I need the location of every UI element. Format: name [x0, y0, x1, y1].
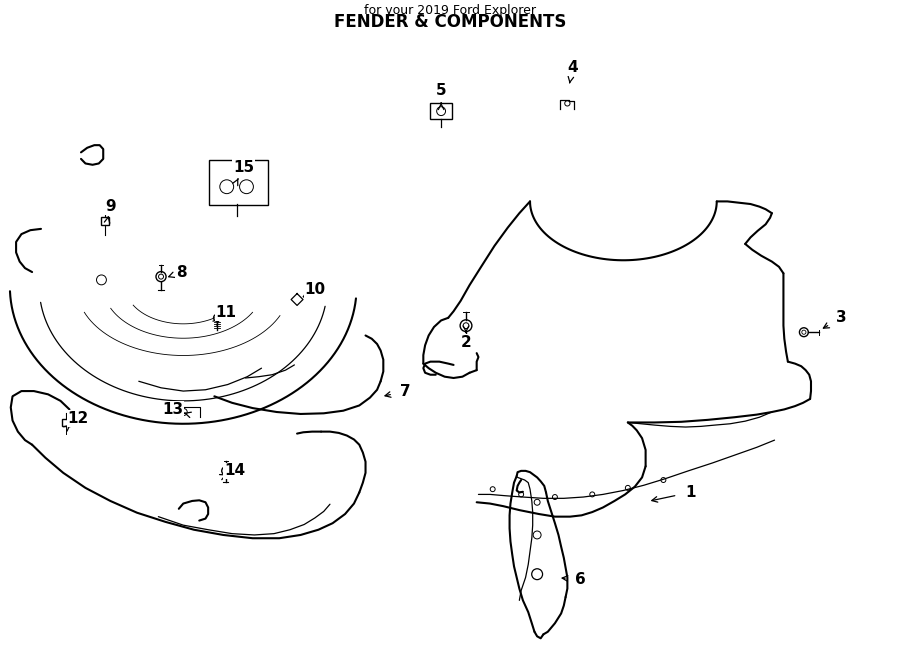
Text: 9: 9 — [105, 199, 116, 214]
Bar — [62, 419, 69, 426]
Text: 5: 5 — [436, 83, 446, 98]
Text: 13: 13 — [162, 402, 183, 417]
Text: 12: 12 — [68, 411, 89, 426]
Bar — [209, 160, 268, 205]
Text: 10: 10 — [304, 282, 326, 297]
Bar — [102, 217, 109, 224]
Text: 8: 8 — [176, 265, 187, 279]
Text: 6: 6 — [575, 572, 586, 587]
Text: 15: 15 — [233, 160, 255, 175]
Bar — [430, 103, 452, 119]
Text: FENDER & COMPONENTS: FENDER & COMPONENTS — [334, 13, 566, 30]
Text: 1: 1 — [685, 485, 696, 500]
Text: 4: 4 — [567, 60, 578, 75]
Text: 3: 3 — [836, 310, 847, 325]
Text: 11: 11 — [215, 305, 237, 320]
Text: for your 2019 Ford Explorer: for your 2019 Ford Explorer — [364, 4, 536, 17]
Text: 14: 14 — [224, 463, 246, 479]
Text: 2: 2 — [461, 334, 472, 350]
Text: 7: 7 — [400, 383, 411, 399]
